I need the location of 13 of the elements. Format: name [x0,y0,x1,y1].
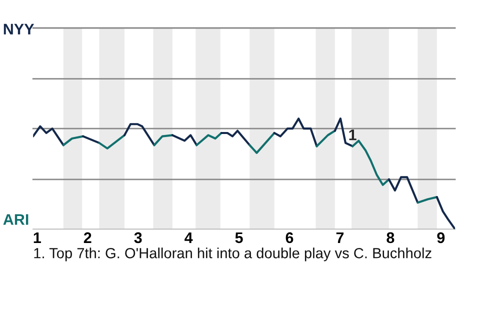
text: 1. Top 7th: G. O'Halloran hit into a double play vs C. Buchholz [34,248,432,262]
x-tick-label: 6 [286,232,294,244]
x-tick-label: 3 [134,232,142,244]
text: ARI [3,214,28,225]
x-tick-label: 8 [386,232,394,244]
x-tick-label: 9 [437,232,445,244]
x-tick-label: 7 [336,232,344,243]
x-tick-label: 4 [184,232,193,243]
annotation: 1 [349,130,356,140]
text: NYY [4,24,34,34]
x-tick-label: 1 [34,232,41,243]
x-tick-label: 2 [84,232,92,243]
x-tick-label: 5 [235,232,243,244]
